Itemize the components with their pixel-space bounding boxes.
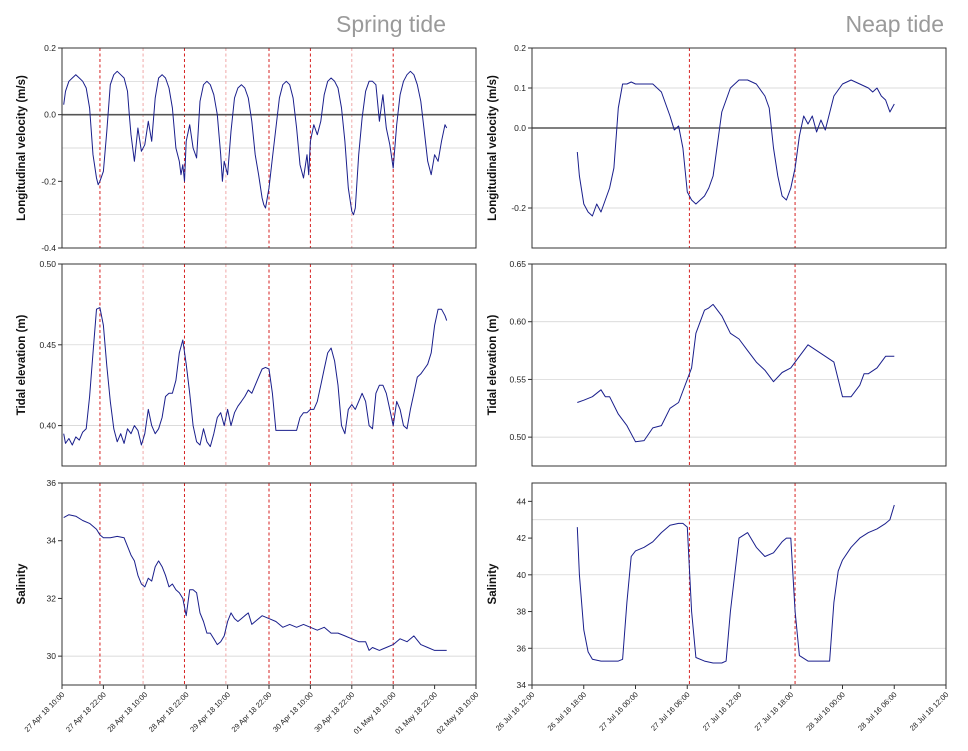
neap-elevation-ytick-label: 0.60: [509, 317, 526, 327]
neap-elevation-ylabel: Tidal elevation (m): [487, 314, 499, 415]
spring_x_ticks-xtick-label: 30 Apr 18 10:00: [271, 690, 315, 734]
spring-salinity-series-line: [63, 514, 447, 651]
spring-velocity-panel: -0.4 -0.2 0.0 0.2 Longitudinal velocity (m/s…: [16, 43, 477, 253]
spring-velocity-ytick-label: -0.4: [41, 243, 56, 253]
neap-salinity-ytick-label: 36: [517, 643, 527, 653]
spring_x_ticks-xtick-label: 01 May 18 10:00: [352, 690, 398, 736]
spring-elevation-ytick-label: 0.50: [39, 259, 56, 269]
neap-velocity-ytick-label: 0.2: [514, 43, 526, 53]
neap-velocity-ytick-label: -0.2: [511, 203, 526, 213]
neap-elevation-ytick-label: 0.65: [509, 259, 526, 269]
spring-velocity-frame: [61, 47, 477, 249]
neap-salinity-ylabel: Salinity: [487, 563, 499, 605]
neap-velocity-panel: -0.2 0.0 0.1 0.2 Longitudinal velocity (m/s): [487, 43, 947, 249]
spring_x_ticks-xtick-label: 27 Apr 18 10:00: [23, 690, 67, 734]
spring-salinity-ytick-label: 32: [47, 593, 57, 603]
neap-elevation-series-line: [577, 303, 895, 443]
spring-salinity-ylabel: Salinity: [16, 563, 28, 605]
spring_x_ticks-xtick-label: 29 Apr 18 10:00: [188, 690, 232, 734]
spring-elevation-ytick-label: 0.45: [39, 340, 56, 350]
neap-salinity-panel: 34 36 38 40 42 44 Salinity: [487, 482, 947, 690]
neap_x_ticks-xtick-label: 26 Jul 16 12:00: [494, 690, 537, 733]
spring_x_ticks-xtick-label: 27 Apr 18 22:00: [64, 690, 108, 734]
neap-elevation-ytick-label: 0.50: [509, 432, 526, 442]
neap_x_ticks-xtick-label: 28 Jul 16 12:00: [908, 690, 951, 733]
neap-salinity-ytick-label: 44: [517, 496, 527, 506]
spring_x_ticks-xtick-label: 28 Apr 18 22:00: [147, 690, 191, 734]
spring-elevation-ytick-label: 0.40: [39, 421, 56, 431]
neap-salinity-ytick-label: 42: [517, 533, 527, 543]
spring_x_ticks-xtick-label: 02 May 18 10:00: [435, 690, 481, 736]
spring-velocity-ytick-label: 0.2: [44, 43, 56, 53]
spring-elevation-panel: 0.40 0.45 0.50 Tidal elevation (m): [16, 259, 477, 467]
spring-velocity-series-line: [63, 70, 448, 216]
neap-velocity-series-line: [576, 79, 895, 217]
spring-salinity-ytick-label: 34: [47, 536, 57, 546]
neap_x_ticks-xtick-label: 27 Jul 16 18:00: [753, 690, 796, 733]
neap_x_ticks-xtick-label: 26 Jul 16 18:00: [546, 690, 589, 733]
spring-elevation-series-line: [63, 307, 448, 448]
neap-velocity-ytick-label: 0.1: [514, 83, 526, 93]
neap-salinity-frame: [531, 482, 947, 686]
neap_x_ticks-xtick-label: 27 Jul 16 00:00: [597, 690, 640, 733]
spring-salinity-ytick-label: 36: [47, 478, 57, 488]
neap-salinity-series-line: [576, 504, 895, 664]
neap_x_ticks-xtick-label: 27 Jul 16 06:00: [649, 690, 692, 733]
spring-elevation-frame: [61, 263, 477, 467]
neap-elevation-ytick-label: 0.55: [509, 374, 526, 384]
spring-salinity-ytick-label: 30: [47, 651, 57, 661]
neap-salinity-ytick-label: 40: [517, 570, 527, 580]
neap-elevation-panel: 0.50 0.55 0.60 0.65 Tidal elevation (m): [487, 259, 947, 467]
spring_x_ticks-xtick-label: 29 Apr 18 22:00: [230, 690, 274, 734]
neap_x_ticks-xtick-label: 28 Jul 16 06:00: [856, 690, 899, 733]
neap-salinity-ytick-label: 34: [517, 680, 527, 690]
spring_x_ticks-xtick-label: 30 Apr 18 22:00: [312, 690, 356, 734]
spring-velocity-ytick-label: -0.2: [41, 176, 56, 186]
spring-elevation-ylabel: Tidal elevation (m): [16, 314, 28, 415]
spring-velocity-ytick-label: 0.0: [44, 110, 56, 120]
neap-velocity-frame: [531, 47, 947, 249]
spring_x_ticks-xtick-label: 28 Apr 18 10:00: [105, 690, 149, 734]
neap-tide-title: Neap tide: [846, 11, 944, 37]
neap_x_ticks-xtick-label: 27 Jul 16 12:00: [701, 690, 744, 733]
neap-velocity-ytick-label: 0.0: [514, 123, 526, 133]
neap_x_ticks-xtick-label: 28 Jul 16 00:00: [804, 690, 847, 733]
neap-elevation-frame: [531, 263, 947, 467]
neap_x_ticks-x-axis: 26 Jul 16 12:00 26 Jul 16 18:00 27 Jul 16 …: [494, 685, 951, 733]
spring_x_ticks-xtick-label: 01 May 18 22:00: [393, 690, 439, 736]
neap-velocity-ylabel: Longitudinal velocity (m/s): [487, 75, 499, 221]
spring-tide-title: Spring tide: [336, 11, 446, 37]
neap-salinity-ytick-label: 38: [517, 607, 527, 617]
spring-velocity-ylabel: Longitudinal velocity (m/s): [16, 75, 28, 221]
spring-salinity-panel: 30 32 34 36 Salinity: [16, 478, 477, 686]
